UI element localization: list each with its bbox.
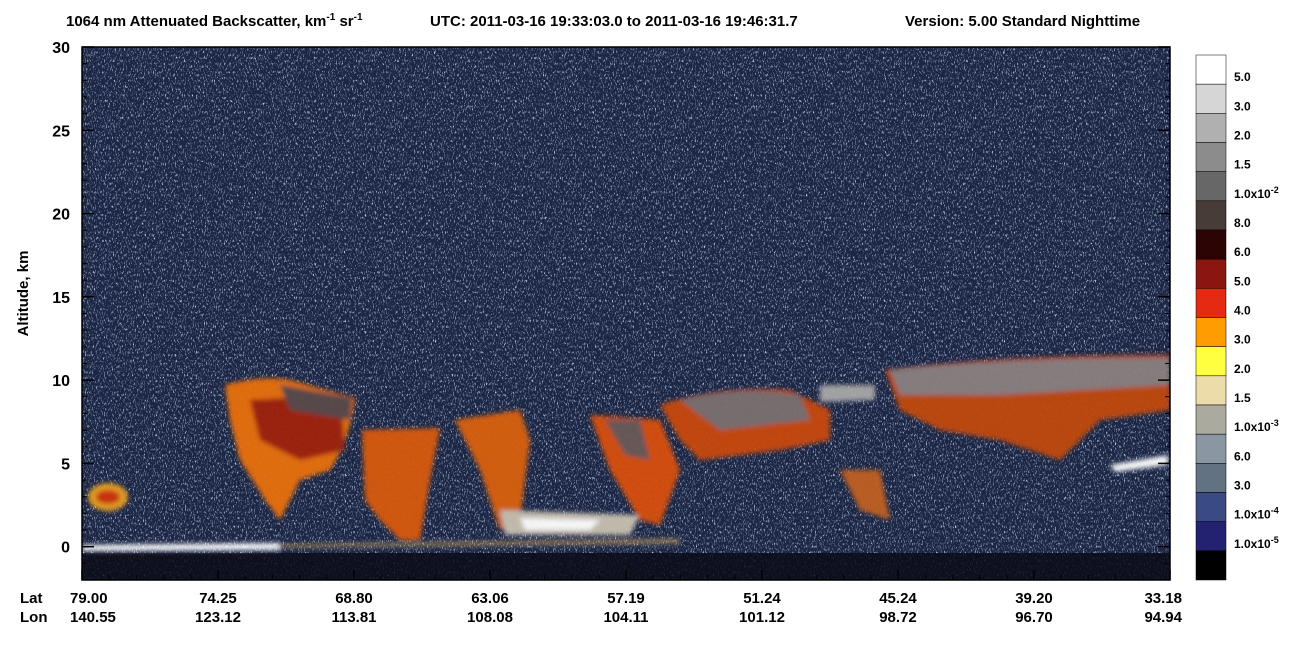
colorbar-label-base: 6.0 [1234,449,1251,463]
colorbar-swatch [1195,433,1227,464]
colorbar-swatch [1195,54,1227,85]
colorbar-label: 1.5 [1234,391,1251,405]
lon-label: 108.08 [467,609,513,626]
lon-label: 101.12 [739,609,785,626]
colorbar-label: 1.0x10-3 [1234,418,1279,434]
y-tick-label: 15 [52,290,70,307]
colorbar-swatch [1195,258,1227,289]
lat-label: 39.20 [1015,590,1053,607]
lat-label: 33.18 [1144,590,1182,607]
colorbar-swatch [1195,404,1227,435]
colorbar-swatch [1195,550,1227,581]
lon-label: 113.81 [331,609,376,626]
colorbar-label-exp: -5 [1271,535,1279,545]
colorbar-swatch [1195,317,1227,347]
colorbar-label: 6.0 [1234,245,1251,259]
lat-label: 51.24 [743,590,781,607]
version: Version: 5.00 Standard Nighttime [905,13,1140,30]
colorbar-label-base: 5.0 [1234,274,1251,288]
colorbar-swatch [1195,463,1227,493]
title-text: 1064 nm Attenuated Backscatter, km [66,13,326,30]
lat-label: 68.80 [335,590,373,607]
colorbar-label: 1.5 [1234,158,1251,172]
colorbar-label-base: 1.5 [1234,158,1251,172]
time-range: UTC: 2011-03-16 19:33:03.0 to 2011-03-16… [430,13,798,30]
y-tick-label: 25 [52,123,70,140]
colorbar-label: 8.0 [1234,216,1251,230]
colorbar-label: 2.0 [1234,129,1251,143]
colorbar-label-exp: -3 [1271,418,1279,428]
title-superscript: -1 [354,12,363,23]
colorbar-label: 1.0x10-5 [1234,535,1279,551]
lon-label: 98.72 [879,609,917,626]
lon-label: 96.70 [1015,609,1053,626]
colorbar-label-base: 1.0x10 [1234,508,1271,522]
colorbar-label: 3.0 [1234,99,1251,113]
row-label: Lon [20,609,48,626]
backscatter-image [82,47,1170,580]
colorbar-swatch [1195,113,1227,143]
colorbar-label: 4.0 [1234,304,1251,318]
colorbar-swatch [1195,142,1227,172]
colorbar-swatch [1195,492,1227,522]
colorbar-label-base: 2.0 [1234,129,1251,143]
colorbar-label-exp: -2 [1271,185,1279,195]
colorbar-label-base: 3.0 [1234,99,1251,113]
colorbar-label: 2.0 [1234,362,1251,376]
chart-title: 1064 nm Attenuated Backscatter, km-1 sr-… [66,12,363,30]
title-text: sr [335,13,354,30]
colorbar-swatch [1195,229,1227,260]
colorbar-swatch [1195,375,1227,406]
colorbar-swatch [1195,171,1227,202]
colorbar-label: 1.0x10-4 [1234,506,1279,522]
y-axis-label: Altitude, km [15,251,32,337]
colorbar-label: 5.0 [1234,70,1251,84]
y-tick-label: 0 [61,540,70,557]
lon-label: 94.94 [1144,609,1182,626]
colorbar-label-base: 5.0 [1234,70,1251,84]
colorbar-label-base: 3.0 [1234,479,1251,493]
colorbar-label: 5.0 [1234,274,1251,288]
y-tick-label: 30 [52,40,70,57]
lat-label: 74.25 [199,590,237,607]
row-label: Lat [20,590,43,607]
colorbar-label-base: 1.0x10 [1234,187,1271,201]
colorbar-label-base: 2.0 [1234,362,1251,376]
colorbar-label: 6.0 [1234,449,1251,463]
y-tick-label: 20 [52,207,70,224]
colorbar-label: 3.0 [1234,333,1251,347]
colorbar-label-base: 1.0x10 [1234,537,1271,551]
colorbar-label-base: 6.0 [1234,245,1251,259]
colorbar-swatch [1195,83,1227,114]
title-superscript: -1 [326,12,335,23]
lon-label: 123.12 [195,609,241,626]
lon-label: 104.11 [603,609,648,626]
colorbar-label: 1.0x10-2 [1234,185,1279,201]
colorbar-label-base: 1.5 [1234,391,1251,405]
colorbar-swatch [1195,346,1227,377]
lat-label: 63.06 [471,590,509,607]
colorbar-label-base: 4.0 [1234,304,1251,318]
lon-label: 140.55 [70,609,116,626]
colorbar-swatch [1195,288,1227,318]
y-tick-label: 5 [61,456,70,473]
y-tick-label: 10 [52,373,70,390]
colorbar: 5.03.02.01.51.0x10-28.06.05.04.03.02.01.… [1195,54,1279,581]
colorbar-label-base: 1.0x10 [1234,420,1271,434]
lat-label: 45.24 [879,590,917,607]
lat-label: 57.19 [607,590,645,607]
colorbar-label-exp: -4 [1271,506,1279,516]
colorbar-label-base: 3.0 [1234,333,1251,347]
colorbar-swatch [1195,521,1227,552]
colorbar-label-base: 8.0 [1234,216,1251,230]
colorbar-swatch [1195,200,1227,231]
colorbar-label: 3.0 [1234,479,1251,493]
lat-label: 79.00 [70,590,108,607]
